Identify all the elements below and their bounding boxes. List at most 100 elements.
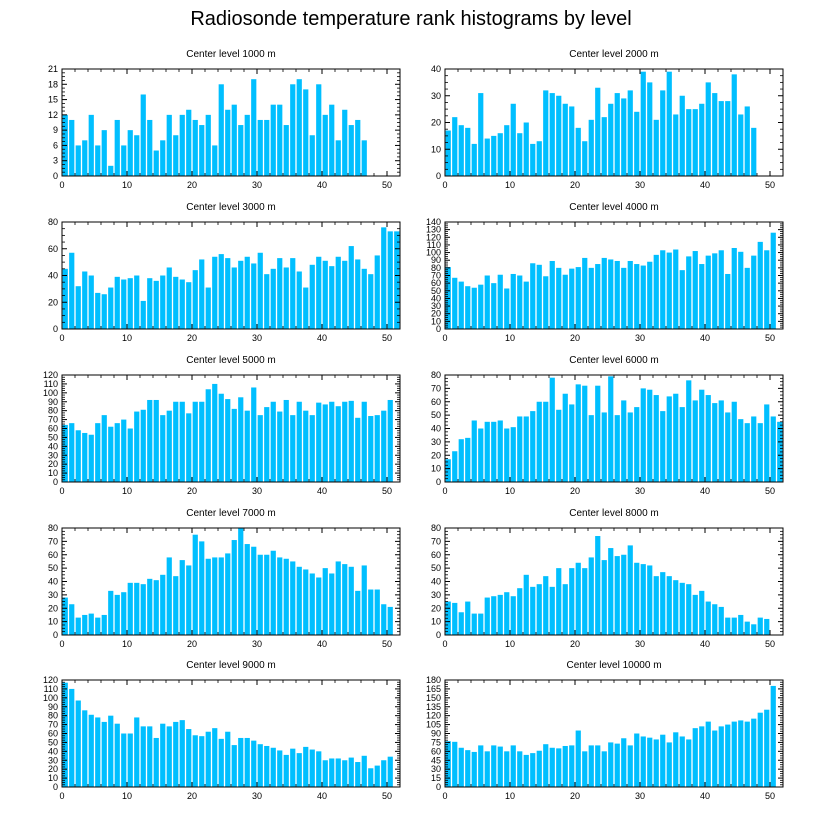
y-tick-label: 60: [431, 746, 441, 756]
bar: [381, 760, 387, 787]
bar: [614, 556, 620, 635]
x-tick-label: 40: [317, 333, 327, 343]
bar: [569, 745, 575, 787]
x-tick-label: 10: [122, 639, 132, 649]
bar: [303, 410, 309, 482]
bar: [381, 604, 387, 635]
x-tick-label: 40: [317, 639, 327, 649]
bar: [601, 117, 607, 176]
bar: [504, 592, 510, 635]
bar: [731, 74, 737, 176]
bar: [101, 294, 107, 329]
bar: [621, 267, 627, 329]
bar: [471, 420, 477, 482]
bar: [744, 621, 750, 636]
bar: [731, 401, 737, 482]
bar: [88, 114, 94, 176]
bar: [640, 564, 646, 635]
bar: [114, 594, 120, 636]
bar: [731, 617, 737, 635]
bar: [484, 275, 490, 329]
bar: [536, 401, 542, 482]
bar: [316, 751, 322, 787]
bar: [251, 79, 257, 176]
y-tick-label: 0: [436, 782, 441, 792]
bar: [491, 745, 497, 787]
bar: [166, 557, 172, 635]
x-tick-label: 20: [187, 486, 197, 496]
x-tick-label: 40: [700, 486, 710, 496]
y-tick-label: 60: [48, 424, 58, 434]
bar: [634, 264, 640, 329]
bar: [101, 614, 107, 635]
bar: [173, 135, 179, 176]
bar: [673, 732, 679, 787]
bar: [640, 71, 646, 176]
bar: [329, 104, 335, 176]
y-tick-label: 40: [48, 441, 58, 451]
bar: [608, 376, 614, 482]
bar: [491, 596, 497, 635]
bar: [757, 241, 763, 329]
bar: [296, 566, 302, 635]
x-tick-label: 40: [700, 180, 710, 190]
bar: [225, 258, 231, 329]
bar: [621, 400, 627, 482]
bar: [69, 252, 75, 329]
bar: [303, 287, 309, 329]
bar: [712, 604, 718, 635]
y-tick-label: 75: [431, 737, 441, 747]
y-tick-label: 70: [48, 720, 58, 730]
x-tick-label: 50: [382, 791, 392, 801]
bar: [575, 267, 581, 329]
bar: [290, 84, 296, 176]
y-tick-label: 70: [431, 536, 441, 546]
bar: [134, 135, 140, 176]
bar: [543, 401, 549, 482]
bar: [231, 408, 237, 482]
bar: [257, 252, 263, 329]
panel-title: Center level 1000 m: [186, 49, 276, 60]
bar: [348, 246, 354, 329]
bar: [75, 286, 81, 329]
y-tick-label: 110: [427, 240, 441, 250]
bar: [549, 377, 555, 482]
bar: [712, 730, 718, 787]
bar: [601, 412, 607, 482]
y-tick-label: 30: [48, 755, 58, 765]
chart-panel-4: Center level 4000 m0 10 20 30 40 500102030405…: [426, 202, 784, 343]
bar: [238, 125, 244, 176]
bar: [634, 111, 640, 176]
bar: [686, 380, 692, 482]
bar: [238, 397, 244, 482]
bar: [348, 125, 354, 176]
bar: [686, 109, 692, 177]
bar: [614, 415, 620, 483]
bar: [205, 114, 211, 176]
bar: [725, 101, 731, 176]
bar: [348, 757, 354, 787]
bar: [283, 125, 289, 176]
bar: [205, 389, 211, 482]
panel-title: Center level 10000 m: [566, 660, 661, 671]
x-tick-label: 50: [765, 791, 775, 801]
x-tick-label: 30: [252, 791, 262, 801]
bar: [458, 747, 464, 787]
bar: [316, 84, 322, 176]
bar: [471, 751, 477, 787]
y-tick-label: 140: [426, 217, 441, 227]
y-tick-label: 120: [426, 232, 441, 242]
bar: [257, 415, 263, 483]
bar: [309, 264, 315, 329]
x-tick-label: 0: [442, 639, 447, 649]
bar: [121, 145, 127, 176]
bar: [601, 751, 607, 787]
bar: [634, 407, 640, 482]
bar: [95, 145, 101, 176]
bar: [88, 714, 94, 787]
bar: [484, 138, 490, 176]
x-tick-label: 20: [570, 486, 580, 496]
bar: [751, 718, 757, 787]
y-tick-label: 10: [431, 316, 441, 326]
bar: [653, 395, 659, 482]
